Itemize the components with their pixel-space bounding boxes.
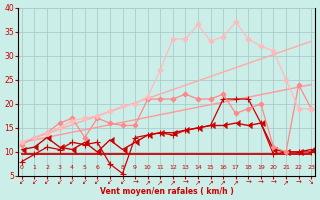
X-axis label: Vent moyen/en rafales ( km/h ): Vent moyen/en rafales ( km/h ) [100, 187, 233, 196]
